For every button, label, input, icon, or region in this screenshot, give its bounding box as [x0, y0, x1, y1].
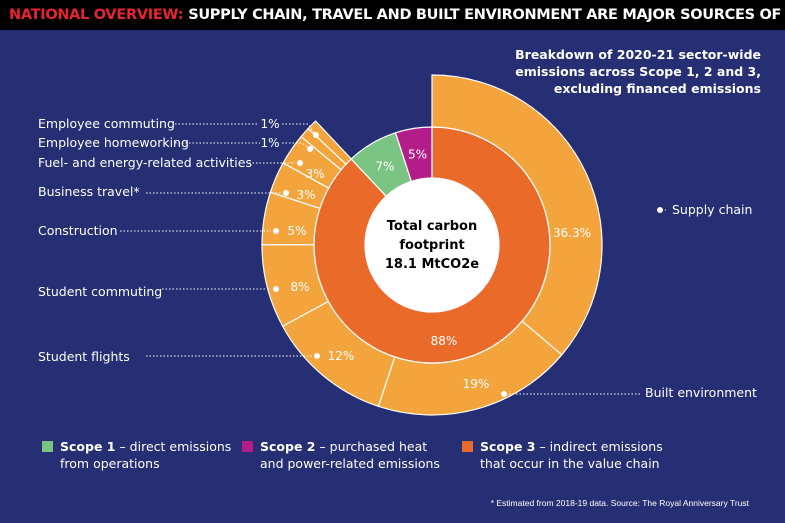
dot-employee-homeworking: [307, 146, 313, 152]
dot-built-environment: [501, 391, 507, 397]
leader-lines: [120, 123, 666, 397]
legend-desc-scope-2: – purchased heat and power-related emiss…: [260, 439, 440, 471]
legend-desc-scope-3: – indirect emissions that occur in the v…: [480, 439, 663, 471]
legend-item-scope-3: Scope 3 – indirect emissions that occur …: [462, 438, 663, 472]
pct-student-commuting: 8%: [290, 280, 309, 294]
legend-name-scope-3: Scope 3: [480, 439, 536, 454]
label-supply-chain: Supply chain: [672, 202, 752, 217]
legend-swatch-scope-3: [462, 441, 473, 452]
pct-built-environment: 19%: [463, 377, 490, 391]
title-text: SUPPLY CHAIN, TRAVEL AND BUILT ENVIRONME…: [188, 7, 785, 23]
label-student-commuting: Student commuting: [38, 284, 162, 299]
legend: Scope 1 – direct emissions from operatio…: [42, 438, 762, 478]
dot-fuel-and-energy-related-activities: [297, 160, 303, 166]
label-built-environment: Built environment: [645, 385, 757, 400]
chart-title: NATIONAL OVERVIEW: SUPPLY CHAIN, TRAVEL …: [0, 0, 785, 30]
pct-employee-commuting: 1%: [260, 117, 279, 131]
legend-item-scope-1: Scope 1 – direct emissions from operatio…: [42, 438, 231, 472]
title-highlight: NATIONAL OVERVIEW:: [9, 7, 184, 23]
category-labels: Supply chain Built environment Student fli…: [38, 116, 757, 400]
legend-name-scope-1: Scope 1: [60, 439, 116, 454]
inner-pct-scope-2: 5%: [408, 148, 427, 162]
label-employee-commuting: Employee commuting: [38, 116, 175, 131]
inner-pct-scope-1: 7%: [375, 159, 394, 173]
label-fuel-and-energy-related-activities: Fuel- and energy-related activities: [38, 155, 252, 170]
pct-supply-chain: 36.3%: [553, 226, 591, 240]
dot-supply-chain: [657, 207, 663, 213]
outer-slice-employee-commuting: [307, 120, 353, 166]
label-employee-homeworking: Employee homeworking: [38, 135, 189, 150]
dot-construction: [273, 228, 279, 234]
dot-student-commuting: [273, 286, 279, 292]
inner-ring: [313, 126, 551, 364]
chart-subtitle: Breakdown of 2020-21 sector-wide emissio…: [515, 47, 761, 96]
legend-item-scope-2: Scope 2 – purchased heat and power-relat…: [242, 438, 440, 472]
center-line-2: footprint: [399, 238, 464, 253]
legend-name-scope-2: Scope 2: [260, 439, 316, 454]
footnote: * Estimated from 2018-19 data. Source: T…: [490, 498, 749, 508]
pct-fuel-and-energy-related-activities: 3%: [305, 167, 324, 181]
legend-swatch-scope-1: [42, 441, 53, 452]
pct-construction: 5%: [287, 224, 306, 238]
center-line-1: Total carbon: [387, 219, 477, 234]
label-construction: Construction: [38, 223, 118, 238]
center-hole: [365, 178, 499, 312]
label-student-flights: Student flights: [38, 349, 130, 364]
pct-business-travel: 3%: [296, 188, 315, 202]
legend-swatch-scope-2: [242, 441, 253, 452]
inner-pct-scope-3: 88%: [431, 334, 458, 348]
dot-student-flights: [314, 353, 320, 359]
pct-employee-homeworking: 1%: [260, 136, 279, 150]
legend-desc-scope-1: – direct emissions from operations: [60, 439, 232, 471]
outer-ring: [261, 74, 603, 416]
dot-business-travel: [283, 190, 289, 196]
percent-labels: 88% 7% 5% 36.3% 19% 12% 8% 5% 3% 3% 1% 1%: [260, 117, 591, 391]
label-business-travel: Business travel*: [38, 184, 140, 199]
center-line-3: 18.1 MtCO2e: [385, 257, 479, 272]
pct-student-flights: 12%: [328, 349, 355, 363]
leader-employee-commuting-b: [282, 123, 317, 136]
outer-slice-supply-chain: [431, 74, 603, 356]
